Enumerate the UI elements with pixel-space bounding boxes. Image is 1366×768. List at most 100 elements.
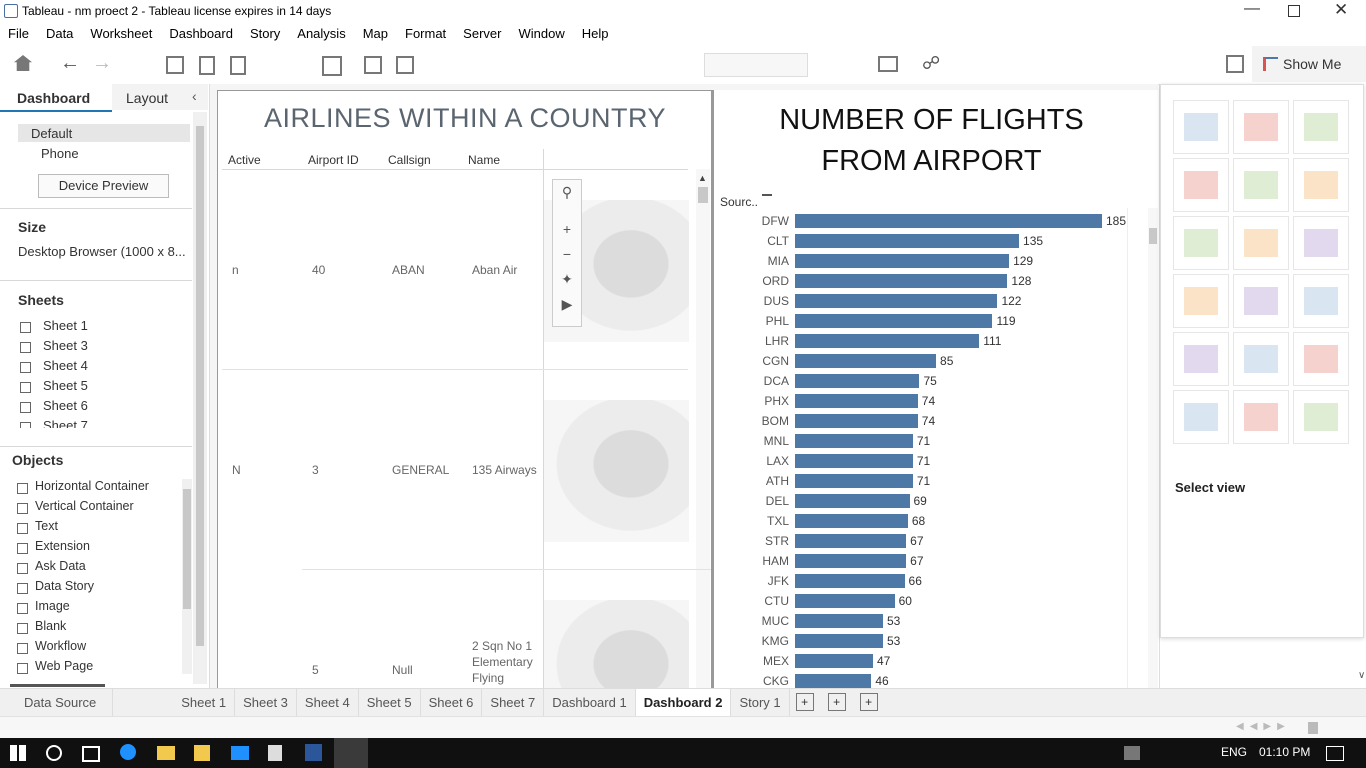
object-item[interactable]: Web Page [35,659,94,673]
object-item[interactable]: Extension [35,539,90,553]
bar[interactable] [795,274,1008,288]
chart-type-tile[interactable] [1173,274,1229,328]
chart-type-tile[interactable] [1233,100,1289,154]
pause-icon[interactable] [230,56,246,75]
close-button[interactable]: ✕ [1334,0,1349,19]
view-toggle[interactable] [1308,722,1366,734]
format-icon[interactable] [1226,55,1244,73]
device-preview-button[interactable]: Device Preview [38,174,169,198]
map-tool[interactable]: ⚲ [561,184,573,200]
menu-item[interactable]: File [8,26,29,41]
sheet-item[interactable]: Sheet 4 [43,358,88,373]
sheet-item[interactable]: Sheet 1 [43,318,88,333]
share-icon[interactable]: ☍ [922,53,941,73]
bar[interactable] [795,634,883,648]
restore-button[interactable] [1288,5,1300,17]
sheet-item[interactable]: Sheet 3 [43,338,88,353]
bar[interactable] [795,614,883,628]
chart-scrollbar[interactable] [1148,208,1158,688]
size-dropdown[interactable]: Desktop Browser (1000 x 8... [18,244,186,259]
bar[interactable] [795,554,907,568]
scroll-down[interactable]: ∨ [1358,670,1366,681]
task-view-button[interactable] [82,746,100,762]
bar[interactable] [795,434,913,448]
clear-icon[interactable] [396,56,414,74]
new-source-icon[interactable] [199,56,215,75]
object-item[interactable]: Ask Data [35,559,86,573]
bar[interactable] [795,454,913,468]
bar[interactable] [795,414,918,428]
mail-icon[interactable] [231,746,249,760]
chart-type-tile[interactable] [1293,158,1349,212]
bar[interactable] [795,654,873,668]
sheet-tab[interactable]: Sheet 1 [173,689,236,716]
menu-item[interactable]: Window [518,26,565,41]
bar[interactable] [795,574,905,588]
device-option[interactable]: Phone [41,146,79,161]
chart-type-tile[interactable] [1233,332,1289,386]
chart-type-tile[interactable] [1233,390,1289,444]
bar[interactable] [795,534,907,548]
clock[interactable]: 01:10 PM [1259,745,1311,759]
left-scrollbar[interactable] [193,112,207,684]
edge-icon[interactable] [120,744,136,760]
sheet-nav[interactable]: ◀◀▶▶ [1236,721,1291,732]
explorer-icon[interactable] [157,746,175,760]
menu-item[interactable]: Server [463,26,502,41]
chart-type-tile[interactable] [1293,274,1349,328]
bar[interactable] [795,334,980,348]
bar[interactable] [795,594,895,608]
scroll-thumb[interactable] [698,187,708,203]
bar[interactable] [795,294,998,308]
new-tab-button[interactable]: + [859,693,878,711]
sheet-tab[interactable]: Data Source [8,689,114,716]
new-sheet-icon[interactable] [322,56,342,76]
scroll-thumb[interactable] [1149,228,1157,244]
presentation-icon[interactable] [878,56,898,72]
bar[interactable] [795,254,1010,268]
undo-icon[interactable]: ← [60,52,80,74]
new-tab-button[interactable]: + [827,693,846,711]
object-item[interactable]: Blank [35,619,67,633]
chart-type-tile[interactable] [1293,216,1349,270]
scroll-thumb[interactable] [196,126,204,646]
word-icon[interactable] [305,744,322,761]
action-center[interactable] [1326,746,1344,761]
bar[interactable] [795,394,918,408]
chart-type-tile[interactable] [1173,390,1229,444]
scroll-thumb[interactable] [183,489,191,609]
chart-type-tile[interactable] [1173,332,1229,386]
bar[interactable] [795,214,1102,228]
bar[interactable] [795,474,913,488]
object-item[interactable]: Image [35,599,70,613]
tableau-task[interactable] [334,738,368,768]
device-default-row[interactable] [18,124,190,142]
chart-type-tile[interactable] [1173,216,1229,270]
object-item[interactable]: Text [35,519,58,533]
dashboard-tab[interactable]: Dashboard [0,84,112,112]
menu-item[interactable]: Worksheet [90,26,153,41]
menu-item[interactable]: Data [45,26,74,41]
minimize-button[interactable]: — [1244,0,1260,17]
menu-item[interactable]: Help [581,26,609,41]
sheet-tab[interactable]: Story 1 [731,689,790,716]
show-me-button[interactable]: Show Me [1252,46,1366,82]
sheet-item[interactable]: Sheet 7 [43,418,88,428]
chart-type-tile[interactable] [1173,100,1229,154]
sheet-tab[interactable]: Sheet 7 [482,689,545,716]
store-icon[interactable] [194,745,210,761]
sheet-tab[interactable]: Dashboard 1 [544,689,636,716]
bar[interactable] [795,674,872,688]
bar[interactable] [795,314,993,328]
bar[interactable] [795,494,910,508]
menu-item[interactable]: Map [362,26,388,41]
sheet-item[interactable]: Sheet 5 [43,378,88,393]
chart-type-tile[interactable] [1293,390,1349,444]
start-button[interactable] [10,745,26,761]
chart-type-tile[interactable] [1233,274,1289,328]
chart-type-tile[interactable] [1293,332,1349,386]
map-tool[interactable]: + [562,221,572,237]
tray-icons[interactable] [1124,746,1140,760]
fit-dropdown[interactable] [704,53,808,77]
device-option[interactable]: Default [31,126,73,141]
